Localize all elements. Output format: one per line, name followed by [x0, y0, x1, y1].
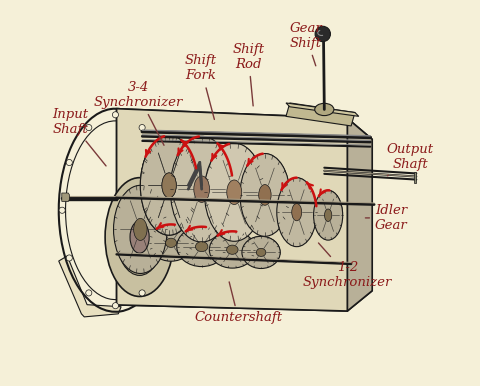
Text: Shift
Fork: Shift Fork [185, 54, 217, 119]
Ellipse shape [324, 209, 332, 222]
Polygon shape [414, 172, 416, 183]
Polygon shape [286, 103, 355, 126]
Circle shape [158, 159, 165, 166]
Polygon shape [117, 109, 348, 311]
Ellipse shape [133, 218, 147, 240]
Polygon shape [242, 236, 280, 254]
Circle shape [66, 159, 72, 166]
Ellipse shape [162, 173, 176, 198]
Ellipse shape [130, 221, 149, 253]
Ellipse shape [227, 180, 242, 205]
Ellipse shape [177, 227, 227, 267]
Circle shape [59, 207, 65, 213]
Ellipse shape [256, 248, 266, 256]
Ellipse shape [315, 103, 334, 115]
Ellipse shape [105, 178, 174, 296]
Text: Shift
Rod: Shift Rod [232, 43, 264, 106]
Polygon shape [314, 190, 343, 215]
Ellipse shape [227, 245, 238, 254]
Circle shape [139, 125, 145, 130]
Circle shape [86, 125, 92, 130]
Ellipse shape [240, 154, 290, 236]
Ellipse shape [195, 242, 208, 252]
Polygon shape [171, 136, 233, 188]
Circle shape [112, 303, 119, 309]
Ellipse shape [162, 173, 176, 198]
Ellipse shape [259, 185, 271, 205]
Polygon shape [117, 109, 372, 139]
Ellipse shape [170, 136, 233, 242]
Polygon shape [141, 135, 197, 185]
Ellipse shape [140, 135, 198, 235]
Polygon shape [240, 154, 289, 195]
Polygon shape [205, 143, 264, 191]
Polygon shape [141, 135, 197, 185]
Text: Output
Shaft: Output Shaft [387, 142, 434, 176]
Text: Input
Shaft: Input Shaft [52, 108, 106, 166]
Ellipse shape [242, 236, 280, 269]
Polygon shape [177, 227, 226, 248]
Text: 1-2
Synchronizer: 1-2 Synchronizer [302, 243, 392, 290]
Ellipse shape [117, 199, 163, 275]
Ellipse shape [194, 176, 210, 202]
Ellipse shape [209, 231, 255, 268]
Ellipse shape [149, 224, 193, 261]
Circle shape [86, 290, 92, 296]
Circle shape [66, 255, 72, 261]
Circle shape [315, 26, 330, 42]
Ellipse shape [140, 135, 198, 235]
Polygon shape [277, 178, 316, 212]
Text: 3-4
Synchronizer: 3-4 Synchronizer [94, 81, 183, 145]
Polygon shape [210, 231, 255, 251]
Polygon shape [62, 193, 70, 201]
Ellipse shape [313, 190, 343, 240]
Ellipse shape [114, 185, 167, 273]
Polygon shape [59, 256, 121, 317]
Polygon shape [117, 109, 142, 305]
Polygon shape [286, 103, 359, 116]
Polygon shape [348, 118, 372, 311]
Polygon shape [117, 285, 372, 311]
Circle shape [139, 290, 145, 296]
Text: Countershaft: Countershaft [194, 282, 282, 324]
Text: Idler
Gear: Idler Gear [365, 204, 408, 232]
Circle shape [112, 112, 119, 118]
Polygon shape [149, 225, 193, 245]
Polygon shape [114, 185, 167, 228]
Ellipse shape [277, 178, 317, 247]
Ellipse shape [292, 203, 302, 221]
Text: Gear
Shift: Gear Shift [289, 22, 322, 66]
Ellipse shape [166, 238, 177, 247]
Ellipse shape [204, 143, 264, 241]
